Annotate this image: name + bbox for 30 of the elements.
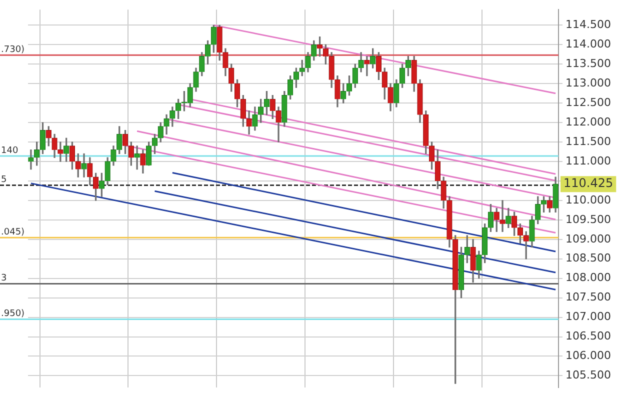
annotation: 3 <box>1 274 7 284</box>
y-tick-label: 111.500 <box>566 134 612 148</box>
y-tick-label: 111.000 <box>566 154 612 168</box>
candlestick <box>134 146 140 170</box>
y-tick-label: 107.000 <box>566 310 612 324</box>
annotation: .730) <box>1 45 25 56</box>
y-tick-label: 107.500 <box>566 290 612 304</box>
y-tick-label: 106.500 <box>566 330 612 343</box>
y-tick-label: 110.000 <box>566 193 612 206</box>
y-tick-label: 109.000 <box>566 232 612 246</box>
annotation: 5 <box>1 175 7 186</box>
y-tick-label: 105.500 <box>566 368 612 382</box>
y-tick-label: 109.500 <box>566 212 612 226</box>
candlestick <box>58 142 64 162</box>
y-tick-label: 108.500 <box>566 252 612 265</box>
annotation: 140 <box>1 146 18 156</box>
candlestick <box>500 200 506 232</box>
candlestick <box>28 149 34 170</box>
annotation: .045) <box>1 227 25 238</box>
y-tick-label: 108.000 <box>566 271 612 284</box>
y-tick-label: 112.000 <box>566 115 612 128</box>
y-tick-label: 113.000 <box>566 76 612 90</box>
y-tick-label: 106.000 <box>566 349 612 362</box>
annotation: .950) <box>1 309 25 320</box>
y-tick-label: 114.500 <box>566 18 612 32</box>
candlestick <box>364 56 370 76</box>
y-tick-label: 113.500 <box>566 56 612 70</box>
y-tick-label: 112.500 <box>566 96 612 109</box>
text: 110.425 <box>564 176 614 190</box>
y-tick-label: 114.000 <box>566 38 612 51</box>
